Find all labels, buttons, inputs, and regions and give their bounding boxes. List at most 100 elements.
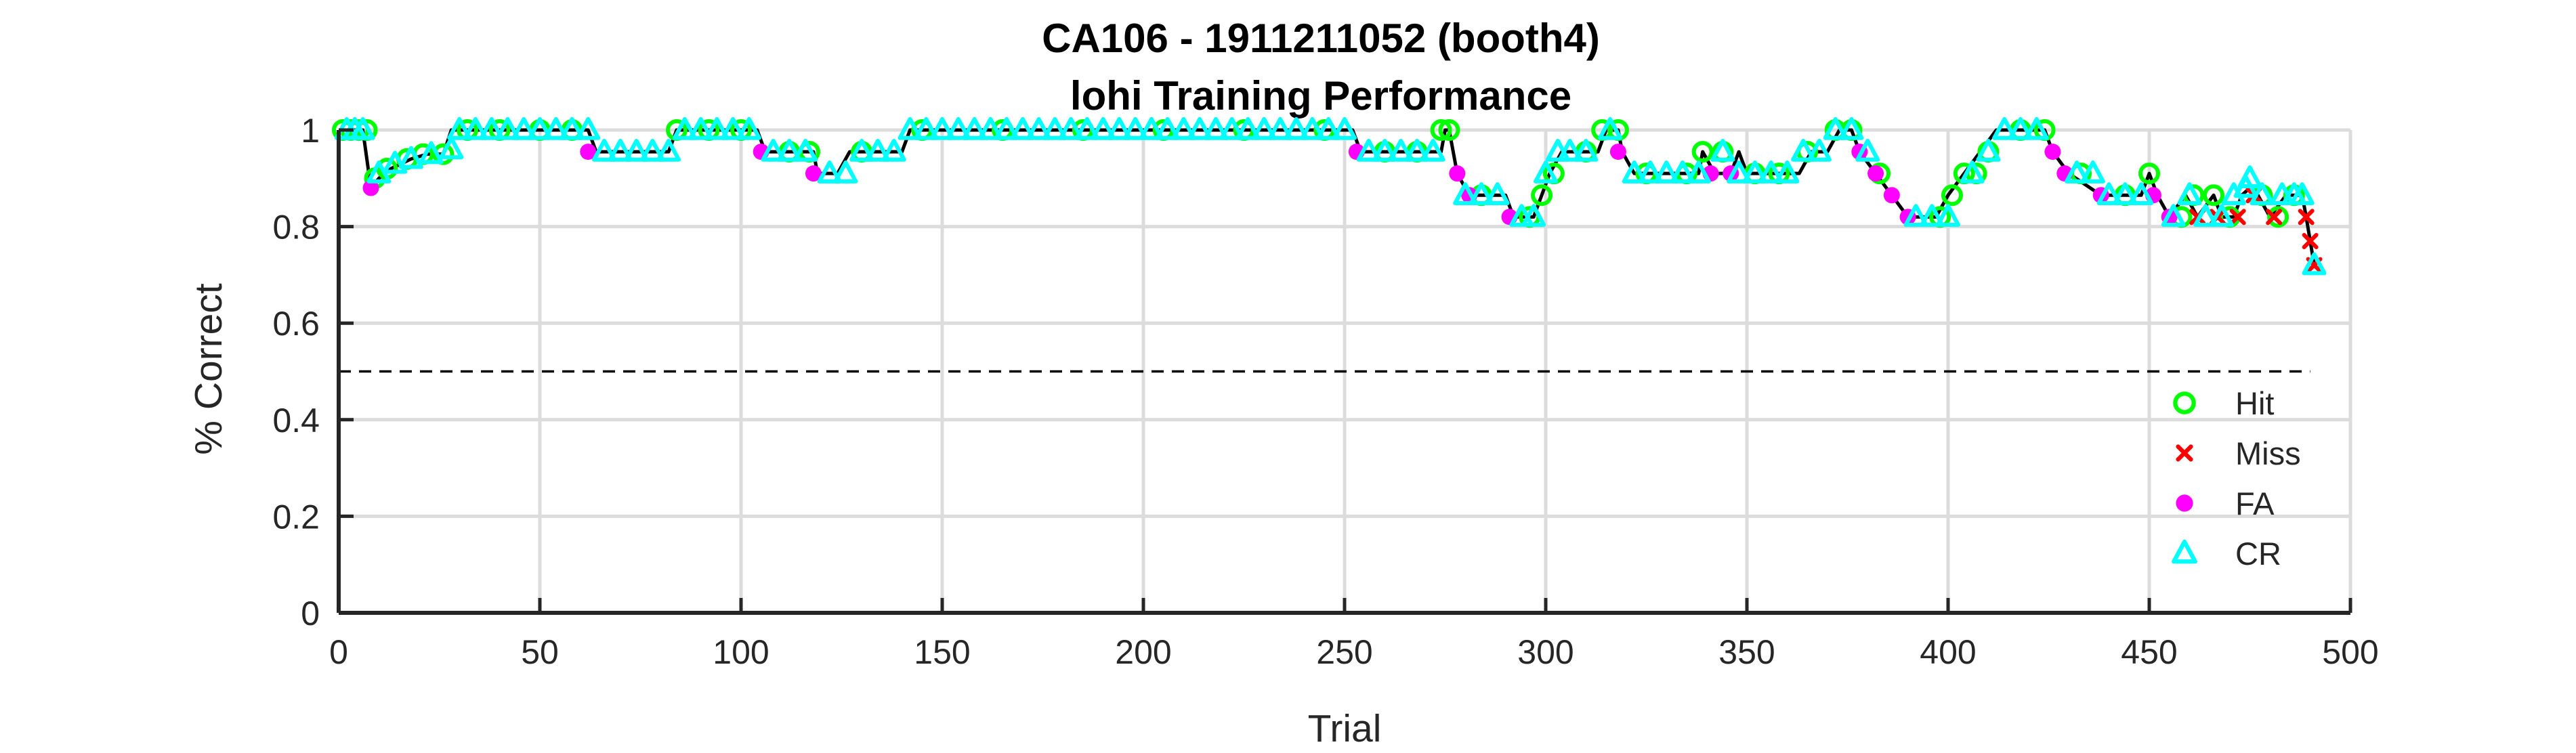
- cr-marker: [1123, 116, 1148, 140]
- cr-marker: [1557, 138, 1582, 162]
- cr-marker: [1469, 182, 1494, 205]
- cr-marker: [1823, 116, 1848, 140]
- cr-marker: [721, 116, 746, 140]
- cr-marker: [1742, 160, 1767, 184]
- fa-marker: [1867, 165, 1884, 182]
- cr-marker: [543, 116, 568, 140]
- cr-marker: [2209, 204, 2234, 228]
- cr-marker: [1791, 138, 1816, 162]
- legend-label-hit: Hit: [2235, 385, 2274, 421]
- y-tick-label: 0.4: [272, 402, 320, 439]
- cr-marker: [833, 160, 858, 184]
- cr-marker: [1855, 138, 1880, 162]
- cr-marker: [978, 116, 1003, 140]
- cr-marker: [2080, 160, 2105, 184]
- cr-marker: [592, 138, 617, 162]
- chart-title: CA106 - 1911211052 (booth4): [1042, 16, 1600, 61]
- cr-marker: [495, 116, 520, 140]
- legend-label-miss: Miss: [2235, 435, 2301, 471]
- cr-marker: [1404, 138, 1429, 162]
- cr-marker: [1453, 182, 1478, 205]
- y-tick-label: 0.2: [272, 498, 320, 536]
- cr-marker: [1284, 116, 1309, 140]
- cr-marker: [2065, 160, 2090, 184]
- x-tick-label: 0: [329, 633, 348, 671]
- cr-marker: [656, 138, 681, 162]
- x-tick-label: 250: [1316, 633, 1372, 671]
- cr-marker: [528, 116, 552, 140]
- cr-marker: [1638, 160, 1663, 184]
- fa-marker: [2044, 144, 2061, 160]
- cr-marker: [1521, 204, 1546, 228]
- cr-marker: [1236, 116, 1261, 140]
- cr-marker: [1389, 138, 1414, 162]
- cr-marker: [1758, 160, 1783, 184]
- cr-marker: [1316, 116, 1341, 140]
- cr-marker: [2289, 182, 2315, 205]
- cr-marker: [849, 138, 874, 162]
- cr-marker: [1992, 116, 2017, 140]
- cr-marker: [1960, 160, 1985, 184]
- x-axis-label: Trial: [1308, 707, 1382, 750]
- cr-marker: [930, 116, 954, 140]
- cr-marker: [1903, 204, 1928, 228]
- cr-marker: [1420, 138, 1445, 162]
- x-tick-label: 400: [1920, 633, 1976, 671]
- cr-marker: [793, 138, 818, 162]
- fa-marker: [580, 144, 597, 160]
- cr-marker: [1574, 138, 1599, 162]
- x-tick-label: 100: [713, 633, 769, 671]
- cr-marker: [1203, 116, 1228, 140]
- cr-marker: [881, 138, 906, 162]
- cr-marker: [946, 116, 971, 140]
- cr-marker: [2129, 182, 2154, 205]
- cr-marker: [608, 138, 633, 162]
- x-tick-label: 200: [1115, 633, 1171, 671]
- y-tick-label: 0.6: [272, 305, 320, 343]
- cr-marker: [2193, 204, 2218, 228]
- cr-marker: [1252, 116, 1277, 140]
- legend-label-cr: CR: [2235, 536, 2281, 572]
- cr-marker: [419, 141, 444, 165]
- legend-item-cr: CR: [2172, 536, 2281, 572]
- cr-marker: [817, 160, 842, 184]
- hit-marker: [432, 143, 455, 165]
- cr-marker: [1107, 116, 1132, 140]
- cr-marker: [2237, 165, 2262, 188]
- cr-marker: [1091, 116, 1116, 140]
- miss-marker: [2266, 209, 2283, 225]
- cr-marker: [865, 138, 890, 162]
- cr-marker: [962, 116, 987, 140]
- fa-marker: [1609, 144, 1626, 160]
- cr-marker: [1839, 116, 1864, 140]
- cr-marker: [1622, 160, 1647, 184]
- cr-marker: [1727, 160, 1752, 184]
- cr-marker: [2008, 116, 2033, 140]
- fa-marker: [362, 179, 379, 196]
- hit-marker: [1941, 184, 1963, 207]
- y-tick-label: 1: [301, 112, 320, 150]
- hit-marker: [1531, 184, 1553, 207]
- cr-marker: [1686, 160, 1711, 184]
- cr-marker: [1485, 182, 1510, 205]
- cr-marker: [1807, 138, 1832, 162]
- legend-item-miss: Miss: [2176, 435, 2301, 471]
- cr-marker: [1356, 138, 1381, 162]
- cr-marker: [640, 138, 665, 162]
- cr-marker: [1976, 138, 2001, 162]
- chart-subtitle: lohi Training Performance: [1070, 73, 1571, 119]
- y-tick-label: 0: [301, 595, 320, 632]
- cr-marker: [688, 116, 713, 140]
- cr-marker: [2096, 182, 2121, 205]
- cr-marker: [1920, 204, 1945, 228]
- cr-marker: [1670, 160, 1695, 184]
- cr-marker: [1534, 160, 1558, 184]
- cr-marker: [1267, 116, 1292, 140]
- cr-marker: [1300, 116, 1325, 140]
- cr-marker: [2161, 204, 2186, 228]
- x-tick-label: 350: [1718, 633, 1775, 671]
- cr-marker: [1155, 116, 1180, 140]
- hit-marker: [2267, 206, 2289, 228]
- x-tick-label: 500: [2322, 633, 2378, 671]
